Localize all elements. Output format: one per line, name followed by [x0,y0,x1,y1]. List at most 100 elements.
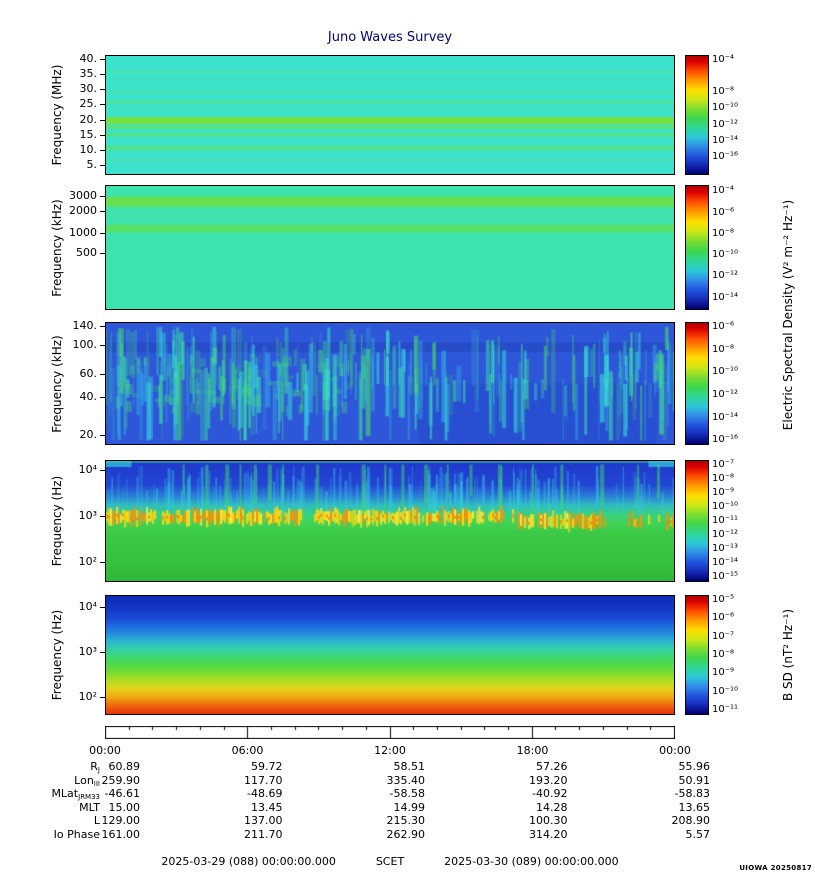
magnetic-spectral-density-axis-label: B SD (nT² Hz⁻¹) [781,608,795,702]
ephemeris-value: 215.30 [386,814,426,828]
y-tick-mark [100,196,105,198]
y-tick-label: 25. [79,97,98,111]
colorbar-tick-label: 10⁻¹⁰ [712,249,739,260]
ephemeris-value: 211.70 [244,828,283,841]
y-tick-mark [100,469,105,471]
panel-electric-khz-high: Frequency (kHz) 3000 2000 1000 500 10⁻⁴ 10⁻⁶… [50,185,738,310]
y-tick-label: 100. [72,338,98,352]
ephemeris-value: 14.99 [393,800,426,814]
colorbar-tick-label: 10⁻⁷ [712,458,735,470]
colorbar-tick-label: 10⁻¹⁵ [712,571,739,583]
y-tick-mark [100,119,105,121]
ephemeris-row-label-text: Io Phase [53,828,100,841]
y-tick-mark [100,607,105,608]
ephemeris-value: 15.00 [108,800,141,814]
ephemeris-value: 259.90 [101,773,141,787]
panel-magnetic-hz: Frequency (Hz) 10⁴ 10³ 10² 10⁻⁵ 10⁻⁶ 10⁻⁷ 10⁻… [50,594,738,715]
ephemeris-value: 5.57 [685,828,711,841]
colorbar-tick-label: 10⁻¹⁴ [712,411,739,423]
ephemeris-value: -40.92 [532,787,568,801]
ephemeris-value: 13.45 [251,800,283,814]
y-tick-label: 500 [76,245,97,259]
colorbar-tick-label: 10⁻¹⁰ [712,102,739,114]
colorbar-tick-label: 10⁻⁸ [712,86,735,98]
y-tick-label: 10³ [78,645,97,658]
colorbar-tick-label: 10⁻⁶ [712,612,735,624]
colorbar-canvas [686,56,708,174]
ephemeris-row-label-sub: JRM33 [78,793,100,802]
spectrogram-plot-area [105,460,675,582]
y-tick-label: 10² [78,690,97,703]
colorbar-tick-label: 10⁻⁶ [712,320,735,332]
ephemeris-value: 117.70 [244,773,283,787]
spectrogram-plot-area [105,185,675,310]
y-tick-label: 2000 [69,204,97,218]
y-tick-label: 5. [86,158,98,172]
y-tick-label: 140. [72,318,98,332]
ephemeris-value: 129.00 [101,814,141,828]
ephemeris-row-label-text: R [90,760,98,773]
y-tick-label: 20. [79,112,98,126]
ephemeris-row-label-text: MLat [51,787,79,801]
colorbar-tick-label: 10⁻¹⁴ [712,557,739,569]
page-title: Juno Waves Survey [327,30,453,45]
y-tick-mark [100,397,105,399]
y-tick-label: 10. [79,143,98,157]
time-tick-label: 06:00 [231,744,264,757]
y-tick-label: 40. [79,390,98,404]
ephemeris-row-label-sub: III [93,779,100,788]
spectrogram-canvas [106,56,674,174]
colorbar-tick-label: 10⁻¹² [712,389,739,401]
colorbar [685,55,709,175]
credit-stamp: UIOWA 20250817 [739,864,812,872]
colorbar-tick-label: 10⁻⁴ [712,185,735,197]
y-tick-label: 10⁴ [78,462,97,476]
ephemeris-value: 58.51 [393,760,426,773]
ephemeris-row-label: MLT [0,801,100,814]
colorbar-tick-label: 10⁻⁸ [712,343,735,355]
colorbar-tick-label: 10⁻⁸ [712,227,735,239]
electric-spectral-density-axis-label: Electric Spectral Density (V² m⁻² Hz⁻¹) [781,199,795,431]
y-tick-label: 35. [79,66,98,80]
ephemeris-value: 314.20 [529,828,568,841]
colorbar-tick-label: 10⁻⁷ [712,630,735,642]
ephemeris-row-label: RJ [0,760,100,777]
ephemeris-row-label: L [0,814,100,827]
colorbar [685,595,709,715]
y-tick-label: 40. [79,51,98,65]
y-tick-mark [100,652,105,653]
y-tick-label: 10² [78,555,97,569]
y-tick-mark [100,697,105,698]
spectrogram-plot-area [105,322,675,445]
panel-electric-hz: Frequency (Hz) 10⁴ 10³ 10² 10⁻⁷ 10⁻⁸ 10⁻⁹ 10⁻… [50,459,738,582]
y-tick-label: 3000 [69,189,97,203]
y-tick-label: 60. [79,366,98,380]
time-tick-label: 12:00 [374,744,406,757]
spectrogram-plot-area [105,595,675,715]
y-tick-mark [100,345,105,347]
spectrogram-canvas [106,186,674,309]
y-tick-mark [100,134,105,136]
colorbar-tick-label: 10⁻¹² [712,529,739,541]
ephemeris-value: 161.00 [101,828,141,841]
colorbar-tick-label: 10⁻¹¹ [712,515,739,526]
ephemeris-value: 208.90 [671,814,711,828]
panel-electric-khz-low: Frequency (kHz) 140. 100. 60. 40. 20. 10⁻⁶ 10… [50,319,738,445]
ephemeris-value: 13.65 [678,800,711,814]
time-tick-label: 18:00 [516,744,549,757]
colorbar [685,185,709,310]
colorbar [685,322,709,445]
spectrogram-plot-area [105,55,675,175]
ephemeris-row-label-text: Lon [74,773,94,787]
scet-start-timestamp: 2025-03-29 (088) 00:00:00.000 [161,855,336,868]
colorbar-tick-label: 10⁻¹⁰ [712,685,739,697]
time-tick-label: 00:00 [659,744,691,757]
colorbar-canvas [686,596,708,714]
y-tick-mark [100,373,105,375]
ephemeris-value: 335.40 [386,773,426,787]
ephemeris-row-label: Io Phase [0,828,100,841]
ephemeris-value: 60.89 [108,760,141,773]
ephemeris-value: 59.72 [251,760,283,773]
ephemeris-value: -48.69 [247,787,283,801]
